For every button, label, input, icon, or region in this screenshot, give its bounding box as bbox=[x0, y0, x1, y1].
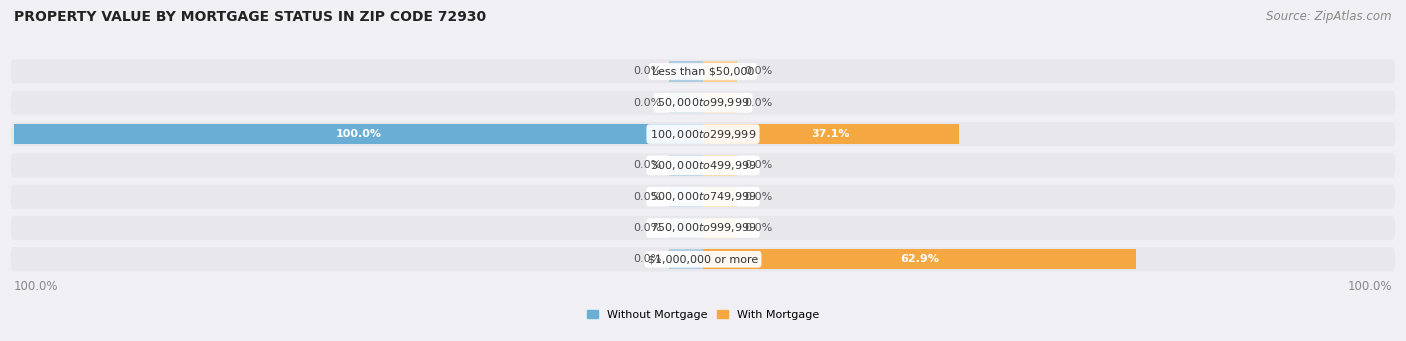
Bar bbox=[703, 124, 959, 144]
Text: $750,000 to $999,999: $750,000 to $999,999 bbox=[650, 222, 756, 235]
Bar bbox=[669, 187, 703, 207]
Text: Less than $50,000: Less than $50,000 bbox=[652, 66, 754, 76]
FancyBboxPatch shape bbox=[11, 59, 1395, 84]
Bar bbox=[669, 61, 703, 81]
Text: 100.0%: 100.0% bbox=[1347, 280, 1392, 293]
Text: Source: ZipAtlas.com: Source: ZipAtlas.com bbox=[1267, 10, 1392, 23]
Bar bbox=[703, 155, 738, 176]
Bar bbox=[703, 218, 738, 238]
Bar bbox=[703, 249, 1136, 269]
Bar bbox=[669, 155, 703, 176]
Text: 0.0%: 0.0% bbox=[744, 98, 772, 108]
Text: 0.0%: 0.0% bbox=[634, 254, 662, 264]
Text: 0.0%: 0.0% bbox=[634, 66, 662, 76]
Text: 0.0%: 0.0% bbox=[744, 66, 772, 76]
Text: $1,000,000 or more: $1,000,000 or more bbox=[648, 254, 758, 264]
Text: 0.0%: 0.0% bbox=[634, 223, 662, 233]
Text: 100.0%: 100.0% bbox=[336, 129, 381, 139]
Bar bbox=[669, 218, 703, 238]
Text: $100,000 to $299,999: $100,000 to $299,999 bbox=[650, 128, 756, 140]
Text: 0.0%: 0.0% bbox=[744, 192, 772, 202]
FancyBboxPatch shape bbox=[11, 153, 1395, 177]
Legend: Without Mortgage, With Mortgage: Without Mortgage, With Mortgage bbox=[582, 305, 824, 324]
Text: 0.0%: 0.0% bbox=[634, 192, 662, 202]
Bar bbox=[703, 187, 738, 207]
Text: 0.0%: 0.0% bbox=[744, 223, 772, 233]
Text: 0.0%: 0.0% bbox=[634, 98, 662, 108]
Text: $500,000 to $749,999: $500,000 to $749,999 bbox=[650, 190, 756, 203]
Bar bbox=[669, 249, 703, 269]
Bar bbox=[703, 61, 738, 81]
Text: 62.9%: 62.9% bbox=[900, 254, 939, 264]
Text: 37.1%: 37.1% bbox=[811, 129, 851, 139]
Text: PROPERTY VALUE BY MORTGAGE STATUS IN ZIP CODE 72930: PROPERTY VALUE BY MORTGAGE STATUS IN ZIP… bbox=[14, 10, 486, 24]
FancyBboxPatch shape bbox=[11, 247, 1395, 271]
Bar bbox=[703, 93, 738, 113]
FancyBboxPatch shape bbox=[11, 91, 1395, 115]
Bar bbox=[669, 93, 703, 113]
Text: $50,000 to $99,999: $50,000 to $99,999 bbox=[657, 96, 749, 109]
FancyBboxPatch shape bbox=[11, 122, 1395, 146]
Text: 100.0%: 100.0% bbox=[14, 280, 59, 293]
Bar bbox=[14, 124, 703, 144]
Text: 0.0%: 0.0% bbox=[634, 160, 662, 170]
Text: 0.0%: 0.0% bbox=[744, 160, 772, 170]
FancyBboxPatch shape bbox=[11, 184, 1395, 209]
Text: $300,000 to $499,999: $300,000 to $499,999 bbox=[650, 159, 756, 172]
FancyBboxPatch shape bbox=[11, 216, 1395, 240]
